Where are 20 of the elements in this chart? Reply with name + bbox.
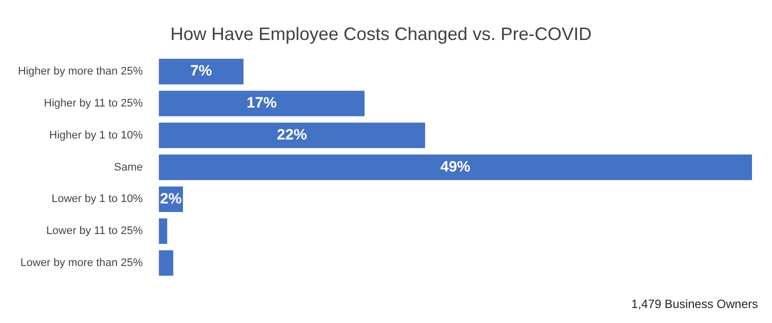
y-tick-label: Higher by 1 to 10% — [49, 129, 143, 142]
bar — [158, 122, 426, 148]
y-tick-label: Same — [114, 161, 143, 174]
bar — [158, 250, 174, 276]
y-tick-label: Higher by 11 to 25% — [44, 98, 143, 110]
bar — [158, 58, 244, 84]
y-tick-label: Lower by 1 to 10% — [52, 193, 143, 206]
data-label: 17% — [246, 94, 277, 112]
y-tick-label: Lower by 11 to 25% — [46, 225, 143, 238]
chart-title: How Have Employee Costs Changed vs. Pre-COVID — [170, 24, 592, 44]
bar — [158, 90, 365, 116]
data-label: 2% — [160, 190, 182, 208]
data-label: 49% — [440, 158, 470, 176]
y-tick-label: Higher by more than 25% — [18, 66, 143, 78]
bar — [158, 218, 168, 244]
y-tick-label: Lower by more than 25% — [20, 257, 143, 270]
data-label: 7% — [190, 62, 212, 80]
data-label: 22% — [276, 126, 307, 144]
text: 1,479 Business Owners — [631, 297, 758, 311]
bar — [158, 154, 752, 180]
